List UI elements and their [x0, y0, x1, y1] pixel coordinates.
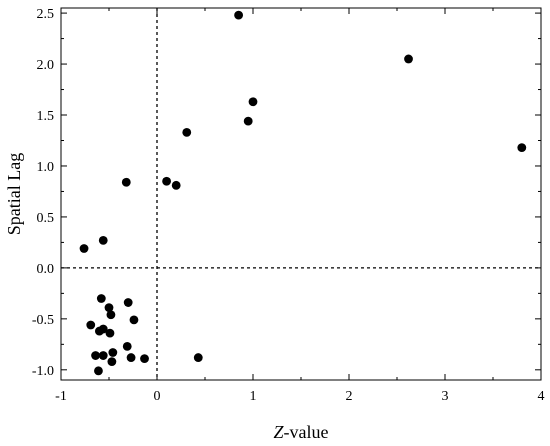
x-tick-label: 1: [250, 389, 257, 404]
y-tick-label: 0.5: [37, 211, 55, 226]
data-point: [104, 303, 114, 313]
data-point: [171, 180, 181, 190]
x-axis-title-italic: Z: [274, 422, 285, 442]
data-point: [243, 116, 253, 126]
data-point: [105, 328, 115, 338]
data-point: [182, 127, 192, 137]
data-point: [96, 294, 106, 303]
axis-ticks: [60, 8, 542, 380]
data-point: [98, 235, 108, 245]
y-tick-label: 0.0: [37, 262, 55, 277]
data-point: [108, 348, 118, 357]
data-point: [129, 315, 139, 325]
data-point: [122, 341, 132, 351]
x-tick-label: 4: [538, 389, 545, 404]
data-point: [140, 354, 149, 363]
data-point: [107, 357, 117, 367]
data-point: [91, 351, 100, 360]
x-axis-title: Z-value: [274, 422, 329, 442]
data-point: [404, 54, 413, 64]
x-axis-title-rest: -value: [284, 422, 329, 442]
x-tick-label: -1: [55, 389, 67, 404]
data-point: [121, 177, 131, 187]
data-point: [79, 244, 89, 253]
y-tick-label: -0.5: [32, 313, 54, 328]
y-tick-label: 1.0: [37, 160, 55, 175]
data-point: [126, 353, 136, 362]
data-point: [123, 298, 133, 307]
y-tick-label: 2.5: [37, 7, 55, 22]
data-point: [193, 353, 203, 362]
plot-frame: [60, 7, 542, 381]
y-tick-label: -1.0: [32, 364, 54, 379]
data-point: [98, 351, 108, 360]
y-axis-title: Spatial Lag: [4, 153, 24, 235]
data-point: [94, 366, 103, 376]
data-point: [234, 10, 244, 20]
data-point: [162, 176, 172, 186]
reference-lines: [61, 8, 541, 380]
y-tick-label: 1.5: [37, 109, 55, 124]
data-point: [98, 324, 108, 334]
x-tick-label: 2: [346, 389, 353, 404]
data-points: [79, 10, 527, 376]
tick-labels: -1 0 1 2 3 4 -1.0 -0.5 0.0 0.5 1.0 1.5 2.0 2.5: [32, 7, 545, 404]
x-tick-label: 0: [154, 389, 161, 404]
data-point: [517, 143, 527, 153]
data-point: [248, 97, 258, 107]
x-tick-label: 3: [442, 389, 449, 404]
data-point: [86, 320, 96, 330]
data-point: [106, 310, 116, 320]
y-tick-label: 2.0: [37, 58, 55, 73]
